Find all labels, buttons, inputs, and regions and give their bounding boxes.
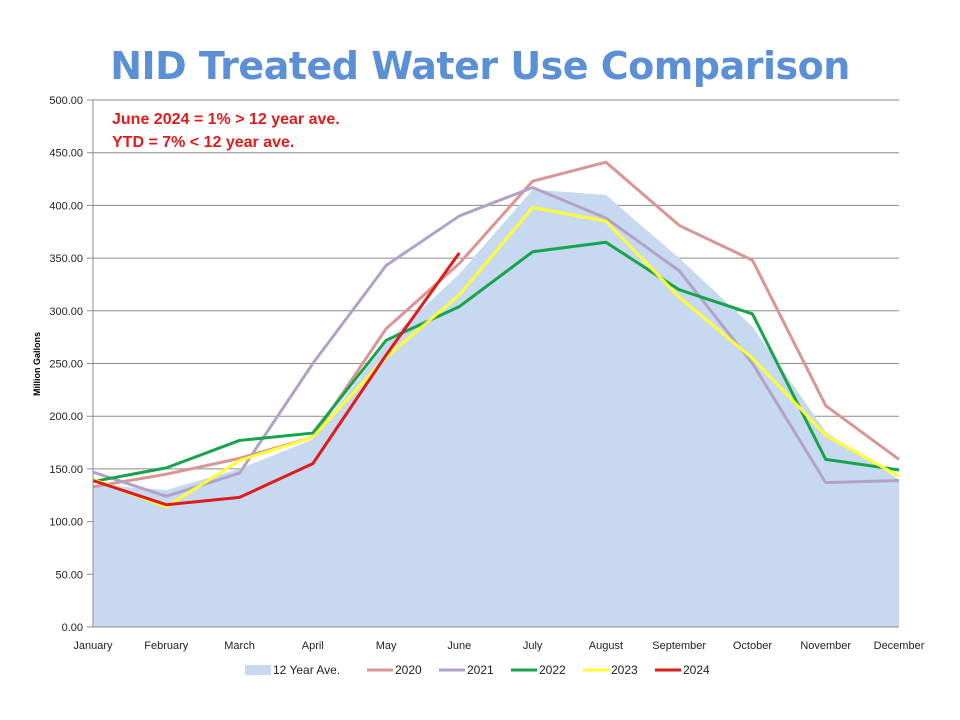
x-tick-label: December (874, 640, 925, 652)
series-line-2022 (92, 240, 900, 484)
x-tick-label: July (523, 640, 543, 652)
x-tick-label: August (589, 640, 623, 652)
chart-title: NID Treated Water Use Comparison (110, 44, 850, 88)
y-tick-label: 400.00 (49, 200, 83, 212)
area-layer (93, 189, 899, 627)
series-line-2021 (92, 185, 900, 498)
y-tick-label: 350.00 (49, 253, 83, 265)
x-tick-label: March (224, 640, 255, 652)
series-line-2023 (92, 206, 900, 509)
axes (92, 100, 899, 628)
x-tick-label: October (733, 640, 772, 652)
area-12-year-ave (93, 189, 899, 627)
y-tick-label: 0.00 (62, 622, 83, 634)
y-axis-label: Million Gallons (32, 332, 42, 396)
lines-layer (92, 160, 900, 509)
legend-swatch-12-year-ave (245, 665, 271, 675)
legend-label-2024: 2024 (683, 663, 710, 677)
legend: 12 Year Ave. 2020 2021 2022 2023 2024 (245, 663, 710, 677)
y-tick-label: 500.00 (49, 95, 83, 107)
y-tick-labels: 0.00 50.00 100.00 150.00 200.00 250.00 300.00 3… (49, 95, 83, 634)
x-tick-label: June (447, 640, 471, 652)
x-tick-label: September (652, 640, 706, 652)
legend-label-2020: 2020 (395, 663, 422, 677)
y-tick-label: 200.00 (49, 411, 83, 423)
x-tick-label: January (73, 640, 113, 652)
y-tick-label: 250.00 (49, 359, 83, 371)
x-tick-label: November (800, 640, 851, 652)
x-tick-labels: January February March April May June July Augu… (73, 640, 924, 652)
y-tick-label: 300.00 (49, 306, 83, 318)
series-line-2020 (92, 160, 900, 489)
y-tick-label: 100.00 (49, 517, 83, 529)
legend-label-2023: 2023 (611, 663, 638, 677)
legend-label-12-year-ave: 12 Year Ave. (273, 663, 340, 677)
y-tick-label: 50.00 (55, 569, 83, 581)
legend-label-2021: 2021 (467, 663, 494, 677)
x-tick-label: April (302, 640, 324, 652)
series-line-2024 (92, 251, 461, 507)
annotation-june: June 2024 = 1% > 12 year ave. (112, 111, 340, 128)
annotation-ytd: YTD = 7% < 12 year ave. (112, 134, 294, 151)
legend-label-2022: 2022 (539, 663, 566, 677)
x-tick-label: February (144, 640, 189, 652)
x-tick-label: May (376, 640, 397, 652)
y-tick-label: 450.00 (49, 148, 83, 160)
y-tick-label: 150.00 (49, 464, 83, 476)
